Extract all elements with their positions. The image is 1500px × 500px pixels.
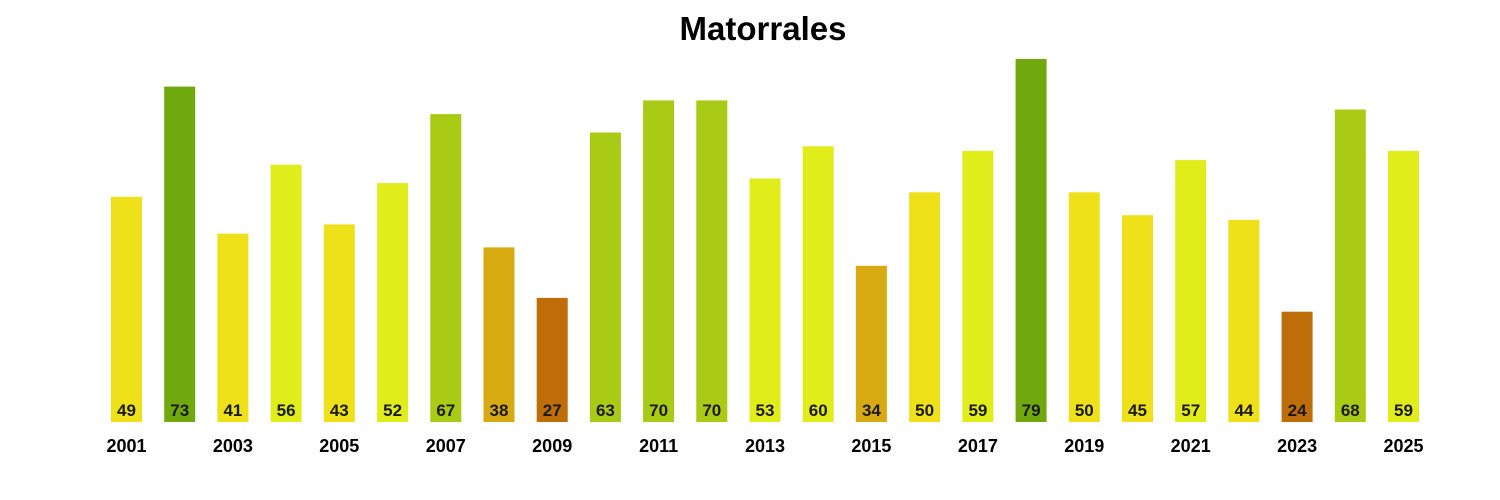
x-tick-label-2007: 2007 [426, 436, 466, 456]
bar-2005 [323, 224, 355, 422]
value-label-2015: 34 [862, 401, 881, 420]
value-label-2007: 67 [436, 401, 455, 420]
value-label-2023: 24 [1288, 401, 1307, 420]
value-label-2014: 60 [809, 401, 828, 420]
bar-2021 [1175, 160, 1207, 422]
value-label-2022: 44 [1234, 401, 1253, 420]
bar-2017 [962, 150, 994, 422]
bar-2006 [377, 183, 409, 422]
x-axis-tick-labels: 2001 2003 2005 2007 2009 2011 2013 2015 2017 2019… [106, 436, 1423, 456]
value-label-2002: 73 [170, 401, 189, 420]
value-label-2024: 68 [1341, 401, 1360, 420]
x-tick-label-2023: 2023 [1277, 436, 1317, 456]
bar-2020 [1122, 215, 1153, 422]
value-label-2009: 27 [543, 401, 562, 420]
chart-title: Matorrales [679, 10, 847, 47]
value-label-2005: 43 [330, 401, 349, 420]
bar-2004 [270, 164, 302, 422]
bar-2014 [802, 146, 834, 423]
x-tick-label-2019: 2019 [1064, 436, 1104, 456]
value-label-2010: 63 [596, 401, 615, 420]
bar-2011 [643, 100, 675, 423]
bar-2022 [1228, 219, 1260, 422]
value-label-2013: 53 [756, 401, 775, 420]
bar-2012 [696, 100, 728, 423]
x-tick-label-2009: 2009 [532, 436, 572, 456]
bar-2015 [855, 265, 887, 422]
value-label-2008: 38 [490, 401, 509, 420]
x-tick-label-2015: 2015 [851, 436, 891, 456]
x-tick-label-2003: 2003 [213, 436, 253, 456]
value-label-2018: 79 [1022, 401, 1041, 420]
x-tick-label-2011: 2011 [639, 436, 678, 456]
x-tick-label-2005: 2005 [319, 436, 359, 456]
value-label-2001: 49 [117, 401, 136, 420]
bar-2025 [1388, 150, 1419, 422]
bar-2010 [589, 132, 621, 422]
bar-2007 [430, 114, 462, 422]
bar-2023 [1281, 311, 1313, 422]
value-label-2021: 57 [1181, 401, 1200, 420]
bar-2024 [1334, 109, 1366, 422]
value-label-2019: 50 [1075, 401, 1094, 420]
value-label-2020: 45 [1128, 401, 1147, 420]
bar-2002 [164, 86, 196, 422]
x-tick-label-2017: 2017 [958, 436, 998, 456]
x-tick-label-2025: 2025 [1383, 436, 1423, 456]
bar-2008 [483, 247, 515, 422]
value-label-2025: 59 [1394, 401, 1413, 420]
bars-layer [111, 59, 1419, 423]
value-label-2012: 70 [702, 401, 721, 420]
bar-2001 [111, 196, 142, 422]
value-label-2003: 41 [223, 401, 242, 420]
bar-2013 [749, 178, 781, 422]
bar-2016 [909, 192, 941, 422]
bar-2009 [536, 297, 568, 422]
x-tick-label-2001: 2001 [106, 436, 146, 456]
value-label-2011: 70 [649, 401, 668, 420]
value-label-2004: 56 [277, 401, 296, 420]
bar-2003 [217, 233, 249, 422]
value-labels-layer: 49 73 41 56 43 52 67 38 27 63 70 70 53 60 34 50 59 79 50 45… [117, 401, 1413, 420]
value-label-2016: 50 [915, 401, 934, 420]
bar-2018 [1015, 59, 1047, 422]
bar-2019 [1068, 192, 1100, 422]
x-tick-label-2021: 2021 [1171, 436, 1211, 456]
x-tick-label-2013: 2013 [745, 436, 785, 456]
value-label-2006: 52 [383, 401, 402, 420]
value-label-2017: 59 [968, 401, 987, 420]
